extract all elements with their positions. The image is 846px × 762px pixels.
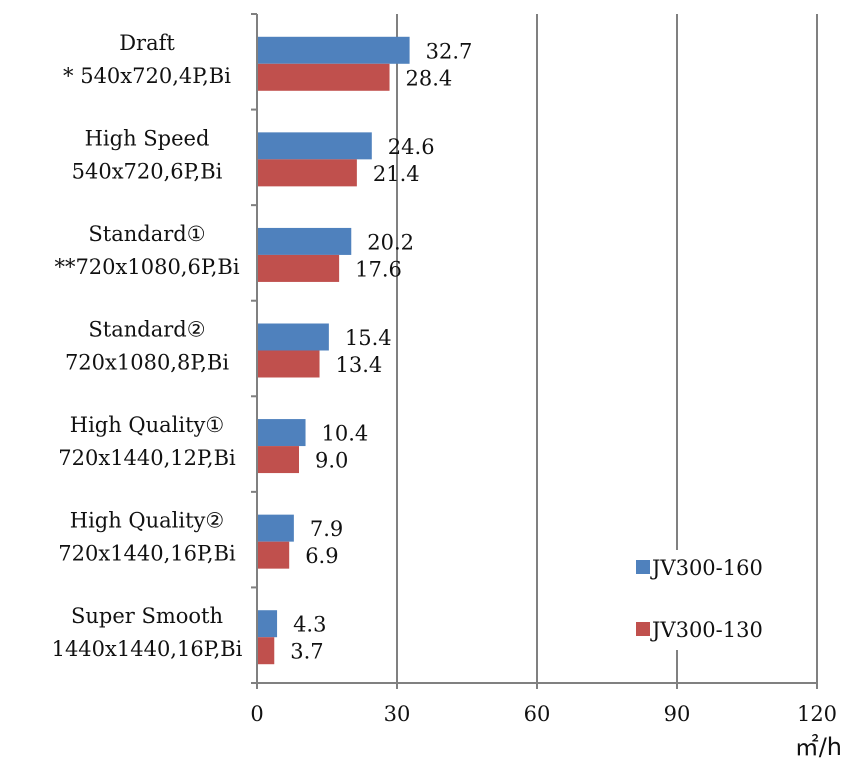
data-label: 7.9 — [310, 517, 343, 541]
data-label: 4.3 — [293, 613, 326, 637]
data-label: 13.4 — [336, 353, 383, 377]
category-label: Standard② — [88, 318, 205, 342]
axes — [251, 13, 818, 689]
legend-swatch — [636, 560, 650, 574]
category-label: 720x1080,8P,Bi — [65, 351, 229, 375]
category-label: Super Smooth — [71, 604, 223, 628]
x-tick-label: 120 — [797, 702, 837, 726]
category-label: 1440x1440,16P,Bi — [52, 637, 243, 661]
legend-label: JV300-130 — [650, 618, 763, 642]
x-tick-labels: 0 30 60 90 120 — [250, 702, 837, 726]
x-tick-label: 0 — [250, 702, 263, 726]
bar-jv300-130 — [257, 541, 290, 569]
legend-label: JV300-160 — [650, 556, 763, 580]
legend: JV300-160 JV300-130 — [636, 556, 763, 642]
data-label: 9.0 — [315, 449, 348, 473]
category-label: 720x1440,16P,Bi — [58, 542, 236, 566]
legend-background — [630, 550, 816, 650]
x-tick-label: 60 — [524, 702, 551, 726]
data-label: 17.6 — [355, 257, 402, 281]
category-label: Draft — [119, 31, 175, 55]
category-label: High Speed — [85, 126, 210, 150]
data-label: 10.4 — [322, 422, 369, 446]
data-label: 21.4 — [373, 162, 420, 186]
data-label: 20.2 — [367, 230, 414, 254]
value-labels: 32.7 28.4 24.6 21.4 20.2 17.6 15.4 13.4 10.4 9.0 7… — [290, 39, 472, 663]
category-label: Standard① — [88, 222, 205, 246]
bar-jv300-130 — [257, 254, 340, 282]
bar-jv300-160 — [257, 419, 306, 447]
category-label: 720x1440,12P,Bi — [58, 446, 236, 470]
bar-jv300-130 — [257, 63, 390, 91]
data-label: 24.6 — [388, 135, 435, 159]
bar-jv300-160 — [257, 132, 372, 160]
data-label: 6.9 — [305, 544, 338, 568]
category-label: * 540x720,4P,Bi — [63, 64, 231, 88]
category-labels: Draft * 540x720,4P,Bi High Speed 540x720,6P… — [52, 31, 243, 661]
bar-jv300-160 — [257, 610, 278, 638]
x-tick-label: 30 — [384, 702, 411, 726]
bar-jv300-130 — [257, 159, 357, 187]
bar-jv300-160 — [257, 36, 410, 64]
bar-jv300-130 — [257, 637, 275, 665]
bars — [257, 36, 410, 665]
bar-jv300-130 — [257, 350, 320, 378]
bar-jv300-160 — [257, 323, 329, 351]
x-tick-label: 90 — [664, 702, 691, 726]
data-label: 3.7 — [290, 640, 323, 664]
bar-jv300-130 — [257, 446, 299, 474]
legend-swatch — [636, 622, 650, 636]
data-label: 32.7 — [426, 39, 473, 63]
bar-jv300-160 — [257, 514, 294, 542]
data-label: 28.4 — [406, 66, 453, 90]
data-label: 15.4 — [345, 326, 392, 350]
category-label: High Quality① — [70, 413, 225, 437]
category-label: High Quality② — [70, 509, 225, 533]
bar-jv300-160 — [257, 227, 352, 255]
category-label: **720x1080,6P,Bi — [54, 255, 239, 279]
category-label: 540x720,6P,Bi — [72, 159, 223, 183]
x-axis-unit-label: ㎡/h — [795, 733, 842, 761]
gridlines — [396, 14, 818, 683]
